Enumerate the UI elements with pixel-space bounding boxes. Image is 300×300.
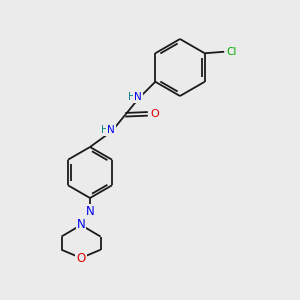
Text: N: N (134, 92, 142, 102)
Text: H: H (128, 92, 135, 102)
Text: O: O (76, 252, 85, 265)
Text: N: N (107, 125, 115, 135)
Text: Cl: Cl (226, 47, 236, 57)
Text: N: N (85, 205, 94, 218)
Text: O: O (150, 109, 159, 119)
Text: N: N (76, 218, 85, 231)
Text: H: H (100, 125, 108, 135)
